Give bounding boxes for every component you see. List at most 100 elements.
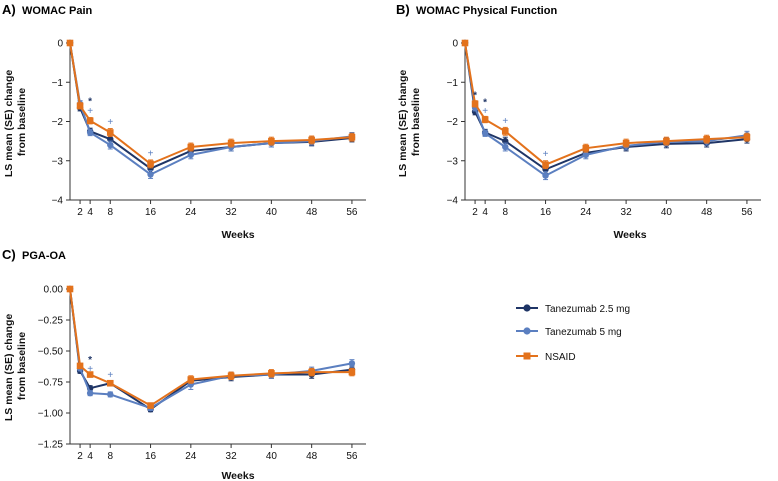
panel-c: C) PGA-OA LS mean (SE) change from basel… [2, 247, 366, 481]
panel-a: A) WOMAC Pain LS mean (SE) change from b… [2, 2, 366, 241]
panel-b-xtick-label: 2 [472, 207, 478, 218]
panel-b-line-tanezumab-5 [464, 42, 748, 177]
panel-a-ytick-label: −4 [52, 196, 64, 207]
panel-b-xtick-label: 48 [701, 207, 713, 218]
panel-c-point-nsaid [76, 362, 84, 370]
panel-c-point-nsaid [106, 379, 114, 387]
panel-c-point-nsaid [147, 402, 154, 409]
panel-a-significance-marker: + [87, 106, 93, 117]
panel-b-ytick-label: 0 [452, 39, 458, 50]
panel-a-point-nsaid [86, 117, 94, 125]
panel-b-point-tanezumab-5 [542, 172, 549, 179]
panel-c-point-nsaid [308, 368, 315, 376]
panel-b-point-tanezumab-5 [582, 151, 590, 159]
panel-b-ylabel-line2: from baseline [410, 88, 422, 156]
panel-b-point-nsaid [663, 137, 670, 145]
panel-a-point-tanezumab-5 [147, 171, 154, 178]
panel-b-ytick-label: −3 [447, 156, 459, 167]
legend-label-tanezumab-2-5: Tanezumab 2.5 mg [545, 304, 630, 315]
panel-a-significance-marker: + [107, 117, 113, 128]
panel-c-point-tanezumab-5 [348, 360, 356, 367]
legend-marker-nsaid [523, 352, 531, 360]
panel-c-ytick-label: −1.25 [38, 440, 64, 451]
panel-c-line-tanezumab-2-5 [69, 288, 353, 411]
legend-label-nsaid: NSAID [545, 352, 576, 363]
panel-a-xtick-label: 48 [306, 207, 318, 218]
panel-c-title: PGA-OA [22, 250, 66, 262]
legend-marker-tanezumab-5 [523, 327, 531, 335]
panel-a-point-nsaid [66, 39, 74, 47]
panel-c-xtick-label: 24 [185, 451, 197, 462]
panel-a-xlabel: Weeks [221, 229, 254, 241]
panel-c-ytick-label: −1.00 [38, 409, 64, 420]
panel-b-point-nsaid [481, 116, 489, 123]
panel-b-ytick-label: −2 [447, 117, 459, 128]
panel-c-xtick-label: 48 [306, 451, 318, 462]
panel-b-significance-marker: * [483, 97, 487, 108]
panel-c-significance-marker: * [88, 355, 92, 366]
panel-a-line-tanezumab-2-5 [69, 42, 353, 170]
panel-a-xtick-label: 32 [226, 207, 238, 218]
panel-b: B) WOMAC Physical Function LS mean (SE) … [396, 2, 761, 241]
panel-c-xtick-label: 4 [87, 451, 93, 462]
panel-a-ylabel-line2: from baseline [16, 88, 28, 156]
panel-b-point-nsaid [703, 135, 710, 143]
panel-a-line-nsaid [69, 42, 352, 165]
panel-a-point-nsaid [268, 137, 275, 145]
panel-a-xtick-label: 2 [77, 207, 83, 218]
panel-b-xtick-label: 8 [502, 207, 508, 218]
panel-b-point-nsaid [582, 144, 590, 152]
panel-c-point-nsaid [66, 285, 74, 293]
legend: Tanezumab 2.5 mg Tanezumab 5 mg NSAID [516, 304, 630, 363]
legend-item-nsaid: NSAID [516, 352, 576, 363]
panel-a-label: A) [2, 2, 16, 17]
panel-c-ytick-label: −0.75 [38, 378, 64, 389]
panel-c-line-nsaid [69, 288, 352, 407]
panel-b-line-nsaid [464, 42, 747, 166]
panel-a-point-nsaid [348, 133, 356, 141]
panel-c-ylabel-line1: LS mean (SE) change [3, 314, 15, 422]
panel-c-point-nsaid [348, 368, 356, 376]
panel-c-significance-marker: + [87, 364, 93, 375]
panel-c-xtick-label: 32 [226, 451, 238, 462]
panel-c-ylabel: LS mean (SE) change from baseline [3, 311, 28, 421]
panel-c-ytick-label: 0.00 [44, 285, 64, 296]
panel-c-ytick-label: −0.50 [38, 347, 64, 358]
panel-c-ytick-label: −0.25 [38, 316, 64, 327]
panel-c-xtick-label: 40 [266, 451, 278, 462]
panel-a-point-tanezumab-5 [187, 151, 195, 159]
panel-b-significance-marker: + [543, 149, 549, 160]
panel-b-label: B) [396, 2, 410, 17]
panel-a-xtick-label: 16 [145, 207, 157, 218]
panel-a-ytick-label: −3 [52, 156, 64, 167]
panel-b-title: WOMAC Physical Function [416, 5, 557, 17]
panel-a-point-tanezumab-5 [107, 141, 114, 149]
panel-a-ytick-label: −1 [52, 78, 64, 89]
panel-b-point-nsaid [501, 128, 509, 135]
panel-b-xtick-label: 24 [580, 207, 592, 218]
panel-a-point-nsaid [308, 136, 315, 144]
panel-b-point-tanezumab-5 [502, 143, 509, 151]
panel-a-title: WOMAC Pain [22, 5, 93, 17]
legend-item-tanezumab-2-5: Tanezumab 2.5 mg [516, 304, 630, 315]
panel-c-plot: 0.00−0.25−0.50−0.75−1.00−1.252 4 8 16 24 32 40… [38, 285, 366, 462]
panel-c-xtick-label: 8 [107, 451, 113, 462]
panel-c-significance-marker: + [107, 370, 113, 381]
panel-a-line-tanezumab-5 [69, 42, 353, 176]
panel-b-point-nsaid [542, 161, 549, 168]
panel-a-significance-marker: * [88, 97, 92, 108]
panel-c-point-tanezumab-5 [86, 389, 94, 397]
legend-marker-tanezumab-2-5 [523, 304, 531, 312]
panel-c-point-tanezumab-5 [107, 391, 114, 398]
panel-b-significance-marker: + [482, 106, 488, 117]
panel-c-xtick-label: 2 [77, 451, 83, 462]
panel-b-ylabel: LS mean (SE) change from baseline [397, 67, 422, 177]
panel-c-point-nsaid [227, 372, 235, 380]
panel-c-ylabel-line2: from baseline [16, 332, 28, 400]
panel-a-point-nsaid [227, 139, 235, 147]
panel-b-point-nsaid [622, 139, 630, 147]
panel-a-xtick-label: 56 [346, 207, 358, 218]
panel-b-point-nsaid [471, 100, 479, 108]
panel-a-xtick-label: 40 [266, 207, 278, 218]
